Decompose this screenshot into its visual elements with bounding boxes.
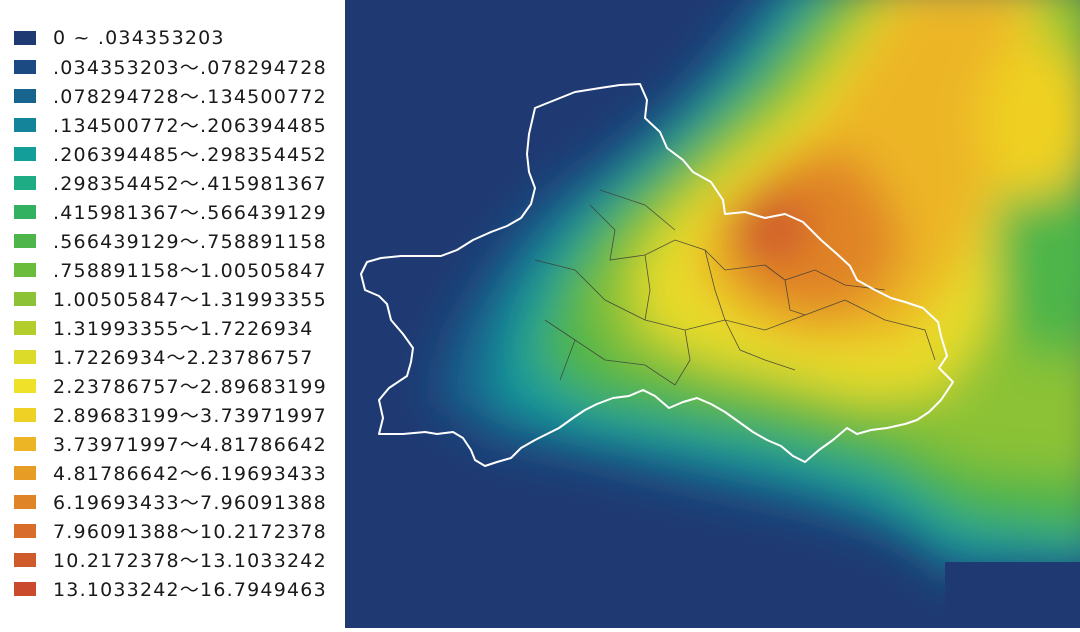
legend-swatch [14, 407, 36, 422]
legend-swatch [14, 204, 36, 219]
district-lines [534, 189, 936, 386]
legend-swatch [14, 436, 36, 451]
legend-swatch [14, 465, 36, 480]
district-line [784, 279, 806, 316]
legend-swatch [14, 88, 36, 103]
legend-swatch [14, 30, 36, 45]
legend-swatch [14, 175, 36, 190]
legend-label: 13.1033242～16.7949463 [53, 579, 327, 601]
district-line [724, 319, 796, 371]
legend-label: 0 ~ .034353203 [53, 26, 225, 49]
legend-swatch [14, 494, 36, 509]
legend-label: .134500772～.206394485 [53, 115, 327, 137]
legend-label: .566439129～.758891158 [53, 231, 327, 253]
legend-item: .034353203～.078294728 [14, 52, 327, 81]
map-panel [345, 0, 1080, 628]
legend-item: .758891158～1.00505847 [14, 255, 327, 284]
legend-label: 6.19693433～7.96091388 [53, 492, 327, 514]
legend-swatch [14, 552, 36, 567]
legend-swatch [14, 59, 36, 74]
district-line [559, 339, 576, 381]
legend-swatch [14, 349, 36, 364]
legend-label: 10.2172378～13.1033242 [53, 550, 327, 572]
legend-item: .134500772～.206394485 [14, 110, 327, 139]
legend-label: .758891158～1.00505847 [53, 260, 327, 282]
legend-list: 0 ~ .034353203 .034353203～.078294728 .0782… [14, 23, 327, 603]
legend-item: 2.23786757～2.89683199 [14, 371, 327, 400]
legend-label: .034353203～.078294728 [53, 57, 327, 79]
legend-panel: 0 ~ .034353203 .034353203～.078294728 .0782… [0, 0, 345, 628]
district-line [764, 264, 886, 291]
legend-swatch [14, 291, 36, 306]
region-boundary [360, 83, 954, 467]
district-line [644, 254, 651, 321]
legend-label: .415981367～.566439129 [53, 202, 327, 224]
legend-swatch [14, 581, 36, 596]
district-line [589, 204, 766, 271]
field-edge-mask [945, 562, 1080, 628]
district-line [844, 299, 936, 361]
legend-item: 1.00505847～1.31993355 [14, 284, 327, 313]
legend-item: .298354452～.415981367 [14, 168, 327, 197]
legend-label: 3.73971997～4.81786642 [53, 434, 327, 456]
legend-item: .206394485～.298354452 [14, 139, 327, 168]
legend-item: 2.89683199～3.73971997 [14, 400, 327, 429]
legend-swatch [14, 117, 36, 132]
legend-item: .566439129～.758891158 [14, 226, 327, 255]
legend-item: .415981367～.566439129 [14, 197, 327, 226]
legend-item: 0 ~ .034353203 [14, 23, 327, 52]
legend-item: 10.2172378～13.1033242 [14, 545, 327, 574]
legend-item: .078294728～.134500772 [14, 81, 327, 110]
east-yellow-patch [980, 40, 1080, 200]
legend-swatch [14, 523, 36, 538]
district-line [704, 249, 726, 321]
legend-swatch [14, 378, 36, 393]
legend-item: 1.31993355～1.7226934 [14, 313, 327, 342]
legend-label: 2.23786757～2.89683199 [53, 376, 327, 398]
district-line [674, 329, 691, 386]
legend-label: 1.00505847～1.31993355 [53, 289, 327, 311]
legend-item: 3.73971997～4.81786642 [14, 429, 327, 458]
legend-item: 6.19693433～7.96091388 [14, 487, 327, 516]
plume-core [730, 193, 810, 263]
district-line [544, 319, 676, 386]
legend-label: 2.89683199～3.73971997 [53, 405, 327, 427]
legend-item: 7.96091388～10.2172378 [14, 516, 327, 545]
legend-swatch [14, 320, 36, 335]
legend-item: 4.81786642～6.19693433 [14, 458, 327, 487]
legend-label: 1.31993355～1.7226934 [53, 318, 314, 340]
district-line [599, 189, 676, 231]
legend-label: .298354452～.415981367 [53, 173, 327, 195]
legend-item: 13.1033242～16.7949463 [14, 574, 327, 603]
legend-label: 1.7226934～2.23786757 [53, 347, 314, 369]
legend-label: .206394485～.298354452 [53, 144, 327, 166]
legend-item: 1.7226934～2.23786757 [14, 342, 327, 371]
legend-swatch [14, 233, 36, 248]
concentration-map [345, 0, 1080, 628]
legend-swatch [14, 146, 36, 161]
legend-swatch [14, 262, 36, 277]
legend-label: 7.96091388～10.2172378 [53, 521, 327, 543]
legend-label: .078294728～.134500772 [53, 86, 327, 108]
legend-label: 4.81786642～6.19693433 [53, 463, 327, 485]
